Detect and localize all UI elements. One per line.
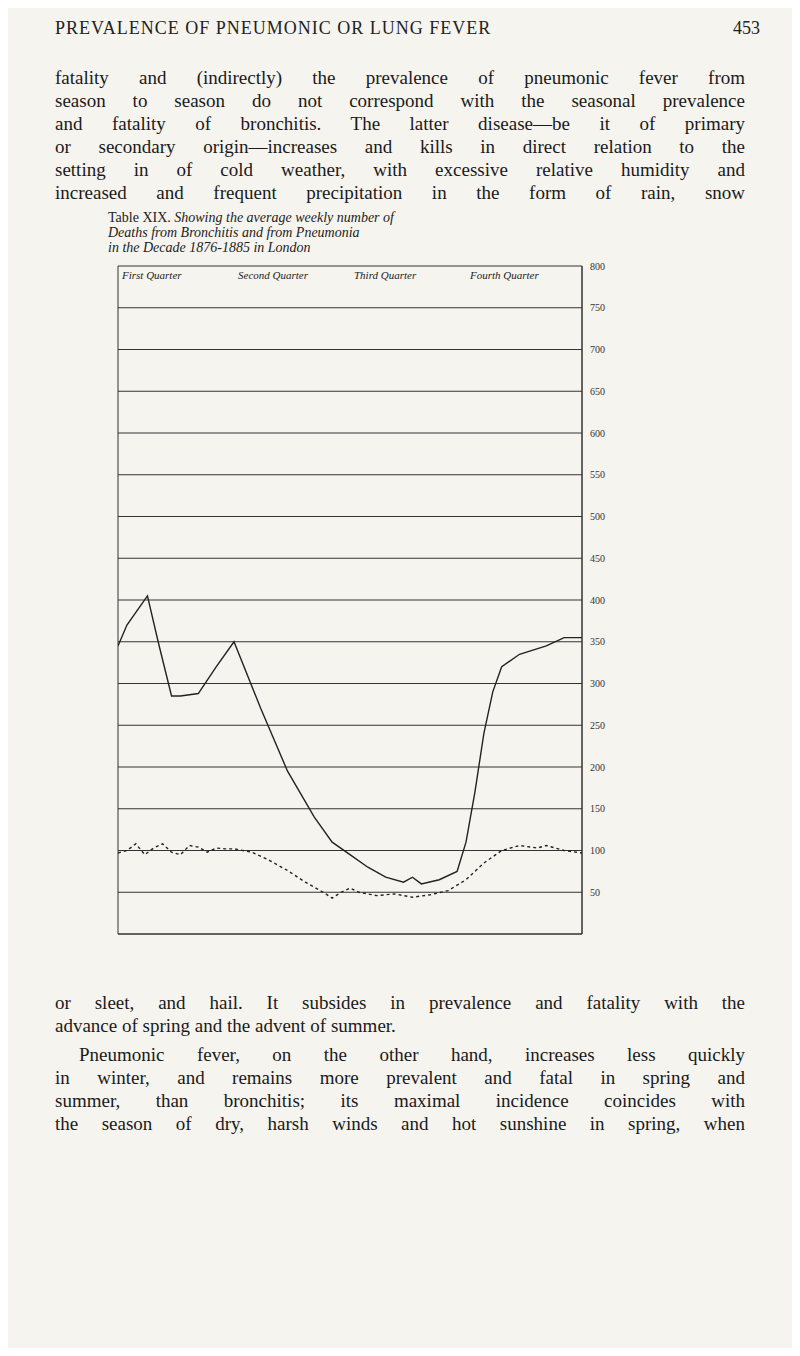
svg-text:450: 450	[590, 553, 605, 564]
html-text:Fourth Quarter: Fourth Quarter	[470, 269, 539, 281]
svg-text:550: 550	[590, 469, 605, 480]
html-text:Deaths from Bronchitis and fro: Deaths from Bronchitis and from Pneumoni…	[108, 225, 360, 240]
svg-text:300: 300	[590, 678, 605, 689]
html-text:the season of dry, harsh winds: the season of dry, harsh winds and hot s…	[55, 1113, 745, 1134]
html-text:and fatality of bronchitis. Th: and fatality of bronchitis. The latter d…	[55, 113, 745, 134]
html-text:Second Quarter: Second Quarter	[238, 269, 308, 281]
html-text:in the Decade 1876-1885 in Lon: in the Decade 1876-1885 in London	[108, 240, 311, 255]
svg-text:800: 800	[590, 261, 605, 272]
html-text:Pneumonic fever, on the other: Pneumonic fever, on the other hand, incr…	[79, 1044, 745, 1065]
html-text:setting in of cold weather, wi: setting in of cold weather, with excessi…	[55, 159, 745, 180]
svg-text:100: 100	[590, 845, 605, 856]
html-text:season to season do not corres: season to season do not correspond with …	[55, 90, 745, 111]
svg-text:400: 400	[590, 595, 605, 606]
svg-text:50: 50	[590, 887, 600, 898]
svg-text:750: 750	[590, 302, 605, 313]
html-text:Table XIX. Showing the average: Table XIX. Showing the average weekly nu…	[108, 210, 394, 225]
svg-text:150: 150	[590, 803, 605, 814]
svg-text:250: 250	[590, 720, 605, 731]
html-text:Third Quarter: Third Quarter	[354, 269, 417, 281]
html-text:PREVALENCE OF PNEUMONIC OR LUN: PREVALENCE OF PNEUMONIC OR LUNG FEVER	[55, 18, 492, 38]
html-text:in winter, and remains more pr: in winter, and remains more prevalent an…	[55, 1067, 745, 1088]
html-text:increased and frequent precipi: increased and frequent precipitation in …	[55, 182, 745, 203]
svg-text:650: 650	[590, 386, 605, 397]
html-text:advance of spring and the adve: advance of spring and the advent of summ…	[55, 1015, 396, 1036]
svg-text:600: 600	[590, 428, 605, 439]
svg-text:500: 500	[590, 511, 605, 522]
html-text:summer, than bronchitis; its m: summer, than bronchitis; its maximal inc…	[55, 1090, 745, 1111]
svg-text:700: 700	[590, 344, 605, 355]
html-text:First Quarter: First Quarter	[122, 269, 182, 281]
html-text:fatality and (indirectly) the: fatality and (indirectly) the prevalence…	[55, 67, 745, 88]
html-text:453: 453	[733, 18, 760, 38]
html-text:or secondary origin—increases: or secondary origin—increases and kills …	[55, 136, 745, 157]
svg-text:350: 350	[590, 636, 605, 647]
svg-text:200: 200	[590, 762, 605, 773]
html-text:or sleet, and hail. It subside: or sleet, and hail. It subsides in preva…	[55, 992, 745, 1013]
